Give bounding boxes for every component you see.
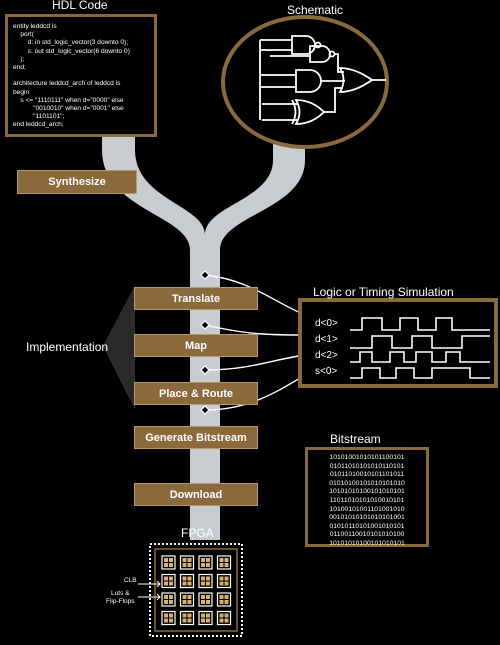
hdl-code-line: entity leddcd is [13,23,57,30]
synthesize-stage: Synthesize [17,170,137,194]
map-stage: Map [134,334,258,357]
simulation-panel [298,298,498,388]
hdl-code-panel: entity leddcd is port( d: in std_logic_v… [5,14,157,137]
clb-cell [216,592,232,607]
hdl-code-line: end leddcd_arch; [13,121,64,129]
bitstream-line: 01010100101010101010 [329,479,405,487]
signal-label-d1: d<1> [315,334,338,345]
clb-cell [216,573,232,589]
clb-cell [198,555,213,570]
clb-cell [179,555,195,570]
bitstream-line: 01100110010101010100 [329,531,405,539]
implementation-bracket [103,285,135,410]
signal-label-s0: s<0> [315,366,338,377]
clb-cell [161,555,176,570]
luts-flipflops-label: Luts & Flip-Flops [106,590,135,605]
bitstream-line: 10101001010101100101 [329,454,405,461]
schematic-heading: Schematic [287,3,344,17]
generate-bitstream-stage: Generate Bitstream [134,426,258,449]
clb-cell [216,610,232,626]
xor-gate [294,99,326,125]
hdl-code-line: "1101101"; [13,113,65,121]
clb-cell [216,555,232,570]
bitstream-line: 11011010101010010101 [329,496,405,504]
hdl-code-line: s: out std_logic_vector(6 downto 0) [13,47,130,55]
hdl-code-heading: HDL Code [52,0,108,12]
bitstream-line: 01011010010101101011 [329,471,405,479]
flow-pipe [70,130,305,540]
fpga-pointers [138,580,161,601]
signal-label-d2: d<2> [315,350,338,361]
clb-cell [161,592,176,607]
hdl-code-line: architecture leddcd_arch of leddcd is [13,80,121,88]
hdl-code-line: end; [13,64,26,72]
clb-cell [179,573,195,589]
clb-grid [161,555,232,626]
bitstream-line: 10101010100101010101 [329,539,405,547]
clb-cell [179,610,195,626]
hdl-code-line: begin [13,88,30,96]
clb-cell [161,573,176,589]
hdl-code-line: ); [13,55,25,63]
fpga-heading: FPGA [181,526,214,540]
hdl-code-line: "0010010" when d="0001" else [13,105,124,113]
clb-cell [179,592,195,607]
hdl-code-text: entity leddcd is port( d: in std_logic_v… [13,23,149,130]
bitstream-line: 01011010101010110101 [329,462,405,470]
bitstream-line: 01010110101001010101 [329,522,405,530]
bitstream-line: 10100101001101001010 [329,505,405,513]
clb-cell [198,592,213,607]
simulation-connectors [204,274,306,411]
bitstream-text: 10101001010101100101 01011010101010110101… [308,454,426,549]
hdl-code-line [13,72,149,80]
hdl-code-line: s <= "1110111" when d="0000" else [13,96,124,104]
simulation-heading: Logic or Timing Simulation [313,285,454,299]
waveforms [350,317,490,379]
and-gate [295,69,322,93]
hdl-code-line: d: in std_logic_vector(3 downto 0); [13,39,129,47]
clb-cell [198,610,213,626]
clb-cell [161,610,176,626]
implementation-heading: Implementation [26,340,109,354]
hdl-code-line: port( [13,31,34,39]
bitstream-panel: 10101001010101100101 01011010101010110101… [305,447,429,547]
schematic-gates [259,35,386,125]
download-stage: Download [134,483,258,506]
clb-cell [198,573,213,589]
bitstream-heading: Bitstream [330,432,381,446]
or-gate [338,67,374,93]
bitstream-line: 00101010101010101001 [329,514,405,522]
translate-stage: Translate [134,287,258,310]
signal-label-d0: d<0> [315,318,338,329]
clb-label: CLB [124,577,137,584]
bitstream-line: 10101010100101010101 [329,488,405,496]
place-route-stage: Place & Route [134,382,258,405]
